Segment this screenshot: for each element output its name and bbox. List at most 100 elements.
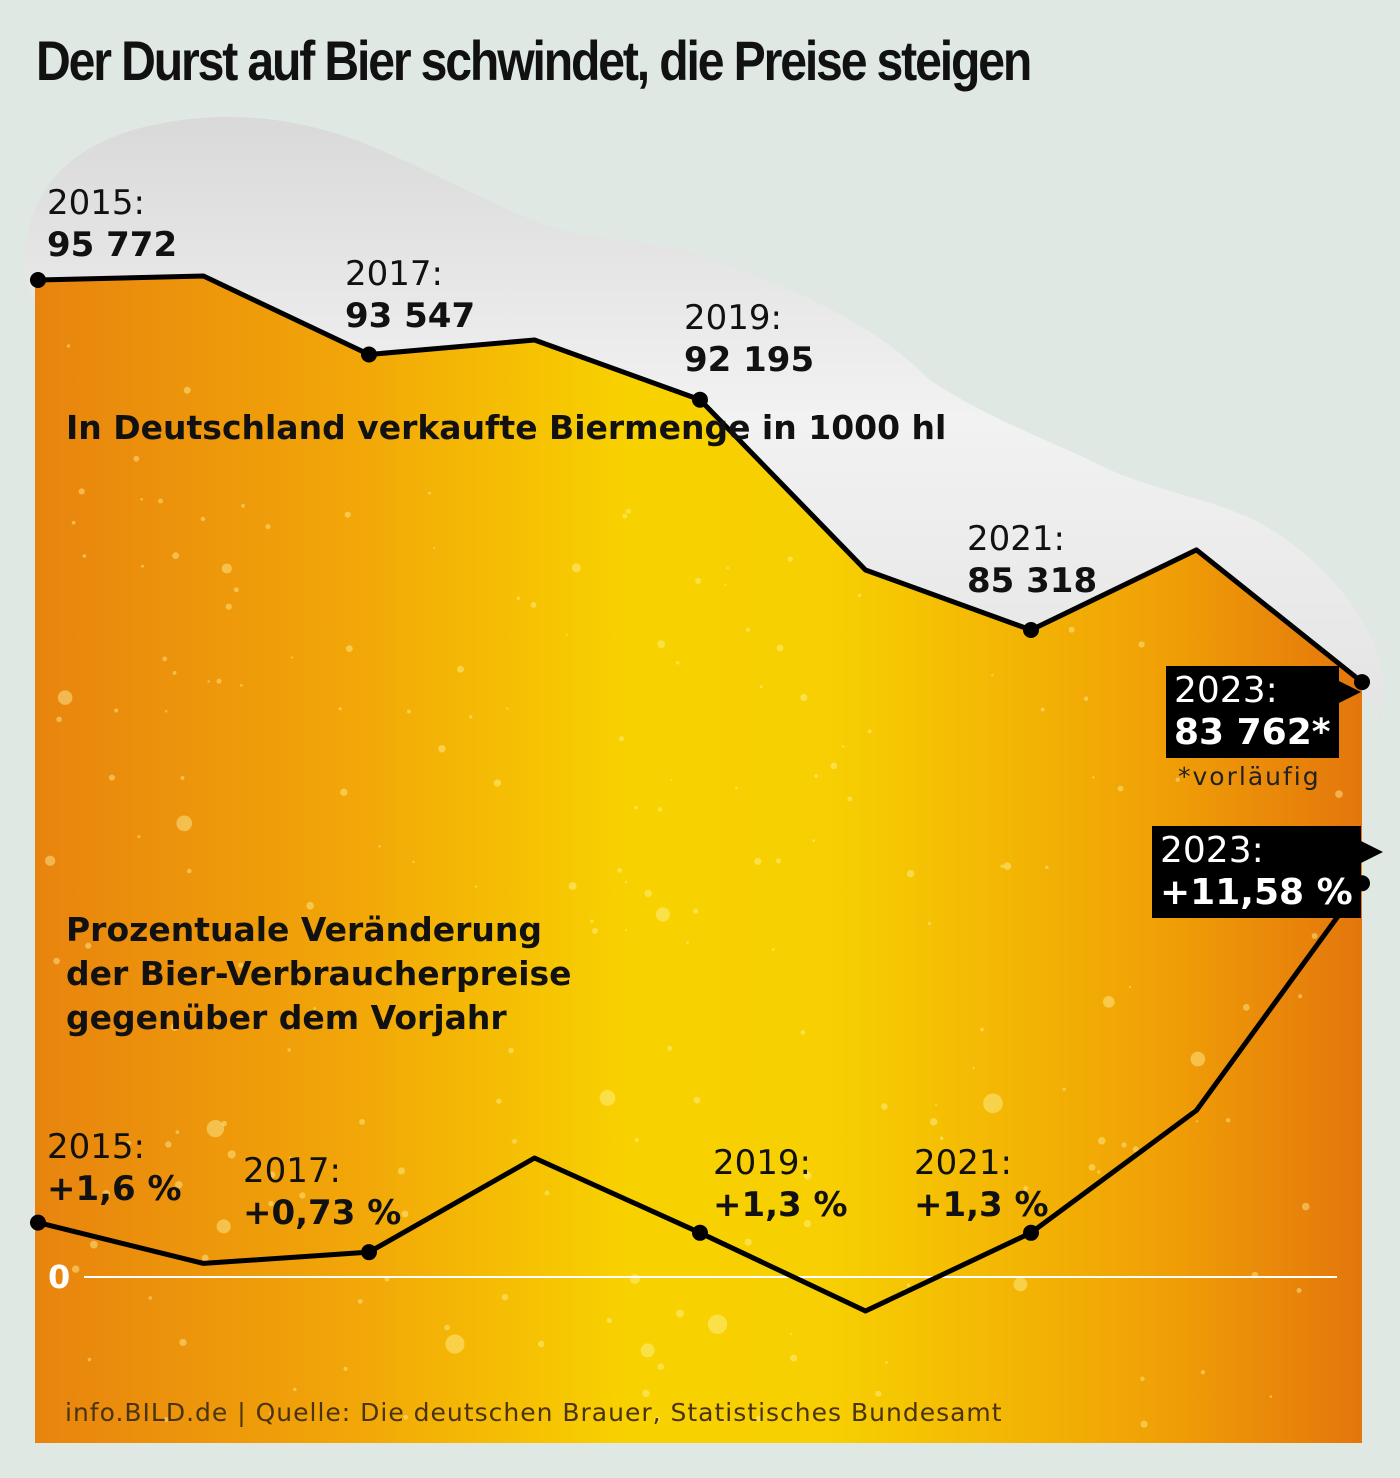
bubble	[340, 788, 348, 796]
bubble	[644, 889, 652, 898]
bubble	[180, 775, 185, 780]
bubble	[790, 1354, 798, 1362]
bubble	[1013, 1277, 1028, 1292]
price-subtitle-line: der Bier-Verbraucherpreise	[66, 954, 572, 993]
bubble	[1269, 1395, 1273, 1398]
bubble	[857, 593, 862, 598]
bubble	[606, 1317, 612, 1324]
bubble	[444, 1324, 450, 1331]
bubble	[176, 815, 193, 832]
volume-label-2017: 2017: 93 547	[345, 254, 476, 336]
bubble	[599, 1090, 616, 1106]
bubble	[626, 508, 631, 514]
bubble	[186, 868, 192, 874]
bubble	[206, 1119, 225, 1138]
bubble	[675, 661, 680, 665]
bubble	[200, 516, 206, 522]
bubble	[667, 1045, 673, 1051]
bubble	[1311, 933, 1318, 939]
bubble	[216, 1219, 231, 1234]
bubble	[140, 497, 143, 501]
bubble	[1335, 790, 1343, 798]
bubble	[800, 693, 808, 702]
bubble	[1301, 1202, 1310, 1211]
bubble	[401, 1210, 409, 1218]
volume-point	[692, 391, 708, 408]
volume-point	[1023, 621, 1039, 638]
bubble	[238, 962, 244, 968]
bubble	[1190, 1051, 1206, 1067]
bubble	[654, 1416, 660, 1423]
bubble	[787, 556, 793, 562]
bubble	[1128, 985, 1132, 988]
bubble	[474, 885, 478, 888]
bubble	[126, 1140, 132, 1146]
bubble	[929, 1118, 938, 1126]
bubble	[657, 807, 663, 812]
price-label-2023: 2023: +11,58 %	[1152, 826, 1383, 918]
bubble	[1121, 1142, 1127, 1148]
bubble	[624, 880, 628, 884]
bubble	[629, 1273, 640, 1284]
bubble	[726, 566, 730, 570]
volume-label-2021: 2021: 85 318	[967, 519, 1098, 601]
bubble	[693, 1096, 701, 1104]
bubble	[980, 1027, 984, 1032]
bubble	[693, 908, 699, 914]
bubble	[695, 577, 702, 584]
bubble	[346, 645, 353, 652]
bubble	[165, 1141, 172, 1148]
bubble	[183, 386, 191, 394]
bubble	[634, 805, 638, 810]
foam-shape	[24, 116, 1384, 720]
bubble	[565, 634, 568, 637]
bubble	[881, 1103, 888, 1110]
bubble	[642, 1389, 650, 1398]
bubble	[496, 1098, 502, 1104]
bubble	[875, 1390, 882, 1397]
bubble	[225, 603, 232, 610]
bubble	[221, 1120, 227, 1127]
bubble	[1200, 1370, 1206, 1375]
bubble	[114, 708, 119, 713]
bubble	[790, 1333, 793, 1336]
bubble	[403, 1414, 409, 1420]
bubble	[991, 674, 994, 677]
bubble	[163, 1417, 169, 1422]
bubble	[1226, 1118, 1231, 1123]
bubble	[175, 1130, 180, 1134]
bubble	[1062, 1087, 1066, 1091]
bubble	[313, 1007, 317, 1010]
bubble	[744, 1238, 752, 1246]
bubble	[207, 680, 210, 683]
volume-subtitle: In Deutschland verkaufte Biermenge in 10…	[66, 408, 947, 447]
bubble	[591, 927, 599, 934]
bubble	[201, 1254, 209, 1262]
bubble	[830, 762, 838, 770]
bubble	[445, 1334, 465, 1354]
bubble	[1000, 864, 1004, 868]
volume-point	[361, 346, 377, 363]
bubble	[397, 1167, 406, 1175]
bubble	[158, 498, 164, 504]
bubble	[162, 656, 168, 662]
bubble	[1092, 776, 1095, 779]
volume-point	[30, 272, 46, 288]
bubble	[516, 596, 521, 600]
bubble	[343, 1366, 348, 1371]
bubble	[1068, 626, 1075, 633]
price-point	[361, 1244, 377, 1261]
bubble	[137, 835, 141, 839]
bubble	[71, 520, 76, 525]
bubble	[457, 665, 465, 673]
bubble	[338, 707, 342, 711]
bubble	[724, 583, 727, 586]
bubble	[1040, 707, 1045, 712]
bubble	[102, 1190, 111, 1199]
bubble	[745, 627, 750, 632]
bubble	[239, 683, 243, 687]
bubble	[221, 563, 232, 574]
source-line: info.BILD.de | Quelle: Die deutschen Bra…	[65, 1398, 1003, 1427]
bubble	[624, 928, 628, 931]
